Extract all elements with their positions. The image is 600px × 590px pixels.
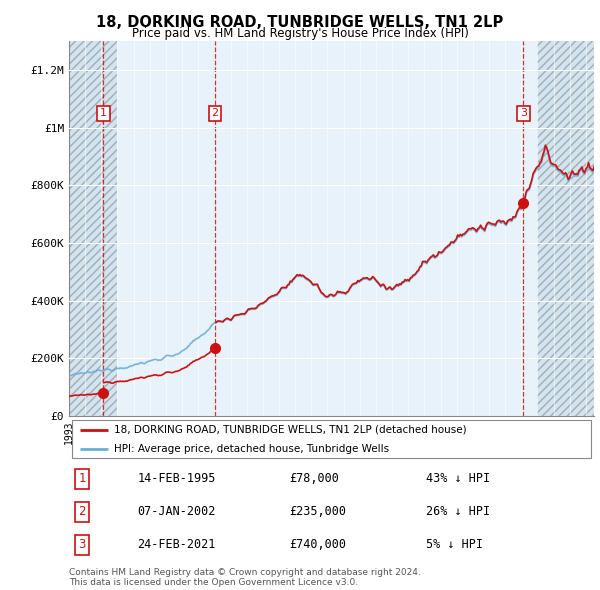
Bar [392, 41, 408, 416]
Text: 5% ↓ HPI: 5% ↓ HPI [426, 538, 483, 552]
Text: 3: 3 [79, 538, 86, 552]
Bar [101, 41, 118, 416]
Text: 43% ↓ HPI: 43% ↓ HPI [426, 472, 490, 486]
Bar [457, 41, 473, 416]
Text: 07-JAN-2002: 07-JAN-2002 [137, 505, 215, 519]
Bar [311, 41, 328, 416]
FancyBboxPatch shape [71, 420, 592, 458]
Bar [198, 41, 214, 416]
Text: 14-FEB-1995: 14-FEB-1995 [137, 472, 215, 486]
Bar [440, 41, 457, 416]
Bar [230, 41, 247, 416]
Bar [263, 41, 279, 416]
Bar [489, 41, 505, 416]
Text: £78,000: £78,000 [290, 472, 340, 486]
Bar [118, 41, 134, 416]
Bar [344, 41, 360, 416]
Bar [69, 41, 85, 416]
Bar [554, 41, 570, 416]
Bar [214, 41, 230, 416]
Bar [85, 41, 101, 416]
Bar [586, 41, 594, 416]
Bar [473, 41, 489, 416]
Bar [279, 41, 295, 416]
Bar [521, 41, 538, 416]
Text: £235,000: £235,000 [290, 505, 347, 519]
Text: 1: 1 [79, 472, 86, 486]
Bar [570, 41, 586, 416]
Bar [586, 41, 594, 416]
Bar [150, 41, 166, 416]
Bar [247, 41, 263, 416]
Text: 24-FEB-2021: 24-FEB-2021 [137, 538, 215, 552]
Text: HPI: Average price, detached house, Tunbridge Wells: HPI: Average price, detached house, Tunb… [113, 444, 389, 454]
Bar [85, 41, 101, 416]
Bar [505, 41, 521, 416]
Bar [182, 41, 198, 416]
Bar [166, 41, 182, 416]
Text: 26% ↓ HPI: 26% ↓ HPI [426, 505, 490, 519]
Text: £740,000: £740,000 [290, 538, 347, 552]
Text: Contains HM Land Registry data © Crown copyright and database right 2024.
This d: Contains HM Land Registry data © Crown c… [69, 568, 421, 587]
Bar [69, 41, 85, 416]
Text: 18, DORKING ROAD, TUNBRIDGE WELLS, TN1 2LP: 18, DORKING ROAD, TUNBRIDGE WELLS, TN1 2… [97, 15, 503, 30]
Bar [360, 41, 376, 416]
Bar [328, 41, 344, 416]
Bar [408, 41, 424, 416]
Bar [134, 41, 150, 416]
Text: 2: 2 [211, 109, 218, 119]
Text: 1: 1 [100, 109, 107, 119]
Text: Price paid vs. HM Land Registry's House Price Index (HPI): Price paid vs. HM Land Registry's House … [131, 27, 469, 40]
Bar [101, 41, 118, 416]
Bar [424, 41, 440, 416]
Bar [538, 41, 554, 416]
Text: 3: 3 [520, 109, 527, 119]
Bar [295, 41, 311, 416]
Bar [570, 41, 586, 416]
Bar [376, 41, 392, 416]
Bar [538, 41, 554, 416]
Bar [554, 41, 570, 416]
Text: 2: 2 [79, 505, 86, 519]
Text: 18, DORKING ROAD, TUNBRIDGE WELLS, TN1 2LP (detached house): 18, DORKING ROAD, TUNBRIDGE WELLS, TN1 2… [113, 425, 466, 435]
